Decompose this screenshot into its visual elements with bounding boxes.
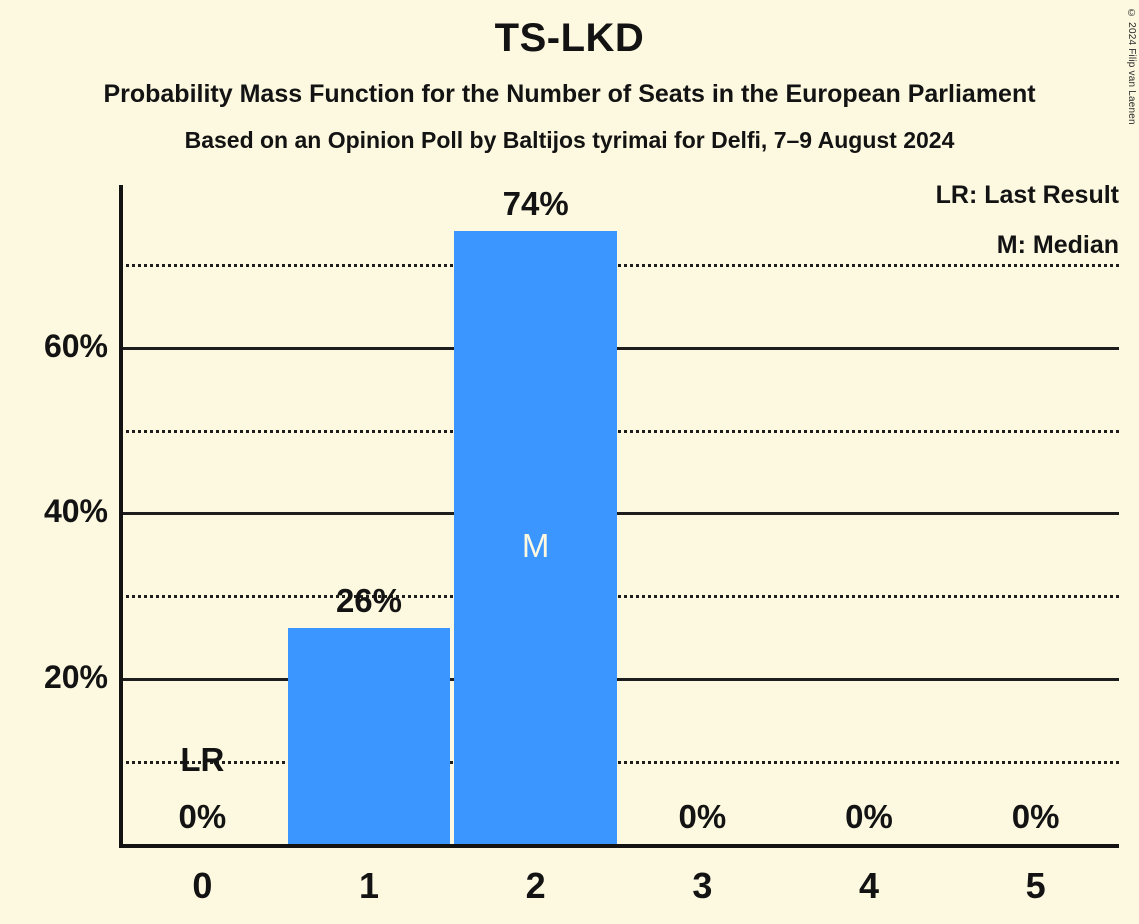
x-axis-tick-labels: 0 1 2 3 4 5	[119, 868, 1119, 914]
gridline-60	[119, 346, 1119, 350]
median-marker: M	[521, 527, 550, 564]
x-tick-3: 3	[692, 865, 713, 906]
plot-area: 0% 26% 74% 0% 0% 0% LR M	[119, 185, 1119, 848]
gridline-40	[119, 512, 1119, 516]
chart-header: TS-LKD Probability Mass Function for the…	[0, 0, 1139, 152]
legend: LR: Last Result M: Median	[936, 183, 1119, 258]
y-tick-60pct: 60%	[43, 327, 108, 364]
bar-value-label-5: 0%	[1011, 798, 1060, 835]
copyright-notice: © 2024 Filip van Laenen	[1126, 8, 1137, 125]
legend-item-median: M: Median	[996, 231, 1119, 259]
bar-value-label-1: 26%	[335, 582, 403, 620]
bar-value-label-0: 0%	[178, 798, 227, 835]
bar-value-label-2: 74%	[502, 184, 569, 222]
x-tick-5: 5	[1025, 865, 1046, 906]
gridline-10	[119, 761, 1119, 765]
x-tick-2: 2	[525, 865, 546, 906]
page-title: TS-LKD	[494, 16, 645, 60]
chart-subtitle: Probability Mass Function for the Number…	[103, 80, 1036, 108]
gridline-20	[119, 678, 1119, 682]
bar-seat-1[interactable]	[287, 628, 451, 844]
y-axis-tick-labels: 20% 40% 60%	[0, 185, 108, 848]
gridline-30	[119, 595, 1119, 599]
bar-seat-2[interactable]	[454, 230, 617, 844]
x-tick-0: 0	[192, 865, 213, 906]
gridline-70	[119, 263, 1119, 267]
x-axis-line	[119, 844, 1119, 848]
bar-value-label-4: 0%	[845, 798, 893, 835]
gridline-50	[119, 429, 1119, 433]
bar-value-label-3: 0%	[678, 798, 727, 835]
legend-item-last-result: LR: Last Result	[935, 181, 1119, 209]
chart-source-note: Based on an Opinion Poll by Baltijos tyr…	[184, 127, 955, 153]
x-tick-4: 4	[858, 865, 879, 906]
y-tick-40pct: 40%	[43, 493, 108, 530]
y-axis-line	[119, 185, 123, 848]
last-result-marker: LR	[180, 741, 225, 779]
x-tick-1: 1	[358, 865, 379, 906]
y-tick-20pct: 20%	[43, 659, 108, 696]
